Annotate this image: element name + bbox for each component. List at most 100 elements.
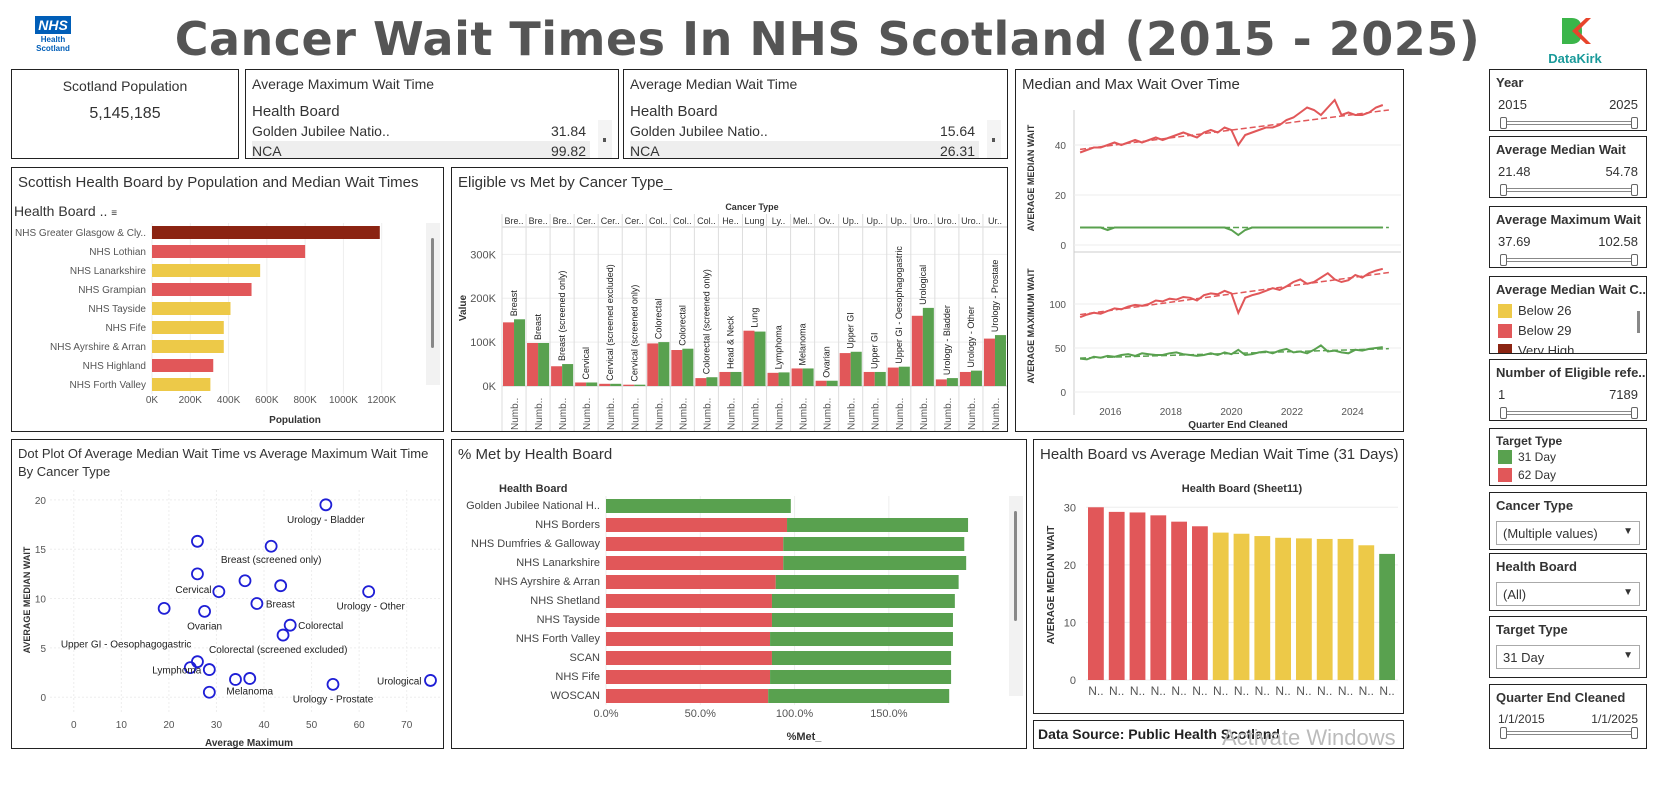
pct-met-bar-31-day xyxy=(783,556,967,570)
x-tick-label: 40 xyxy=(258,720,270,731)
population-bar xyxy=(152,378,211,391)
x-tick-label: 2020 xyxy=(1220,407,1243,418)
slider-handle-max[interactable] xyxy=(1631,727,1638,739)
bar-category-label: Golden Jubilee National H.. xyxy=(466,500,600,512)
bar-category-label: N.. xyxy=(1151,684,1166,698)
median-category-title: Average Median Wait C.. xyxy=(1496,282,1647,297)
legend-scrollbar[interactable] xyxy=(1637,311,1640,333)
y-tick-label: 30 xyxy=(1064,502,1076,514)
eligible-filter-min: 1 xyxy=(1498,387,1506,402)
target-type-dropdown[interactable]: 31 Day ▼ xyxy=(1496,645,1640,669)
pct-met-bar-62-day xyxy=(606,556,784,570)
y-tick-label: 0 xyxy=(40,693,46,704)
legend-item-below-29[interactable]: Below 29 xyxy=(1498,323,1571,338)
bar-measure-label: Numb.. xyxy=(654,398,665,430)
bar-category-label: NHS Forth Valley xyxy=(69,380,146,391)
table-cell-name: NCA xyxy=(252,143,282,159)
avg-max-filter-min: 37.69 xyxy=(1498,234,1531,249)
legend-item-very-high[interactable]: Very High xyxy=(1498,343,1574,353)
y-tick-label: 40 xyxy=(1055,141,1067,152)
legend-item-31-day[interactable]: 31 Day xyxy=(1498,450,1556,464)
scatter-point xyxy=(276,628,290,642)
nhs-scotland-logo: NHS Health Scotland xyxy=(28,16,78,53)
x-tick-label: 800K xyxy=(293,395,317,406)
table-row[interactable]: NCA 99.82 xyxy=(252,141,590,159)
population-chart-scrollbar[interactable] xyxy=(426,223,440,385)
bar-measure-label: Numb.. xyxy=(510,398,521,430)
slider-handle-max[interactable] xyxy=(1631,184,1638,196)
table-row[interactable]: Golden Jubilee Natio.. 31.84 xyxy=(252,121,590,141)
point-label: Urology - Other xyxy=(336,602,405,613)
median-max-chart-title: Median and Max Wait Over Time xyxy=(1022,76,1240,93)
datakirk-logo-icon xyxy=(1562,18,1591,44)
slider-handle-min[interactable] xyxy=(1500,727,1507,739)
dot-plot-chart: 0 10 20 30 40 50 60 70 0 5 10 15 20 Urology - Bladder… xyxy=(22,490,440,748)
column-header: Up.. xyxy=(891,216,908,226)
bar-measure-label: Numb.. xyxy=(895,398,906,430)
avg-max-slider[interactable] xyxy=(1500,254,1638,266)
point-label: Melanoma xyxy=(226,686,273,697)
table-row[interactable]: NCA 26.31 xyxy=(630,141,979,158)
scatter-point xyxy=(264,539,278,553)
hb-median-bar xyxy=(1233,533,1250,680)
avg-median-slider[interactable] xyxy=(1500,184,1638,196)
population-bar-chart: 0K 200K 400K 600K 800K 1000K 1200K NHS Greater … xyxy=(15,223,396,426)
column-header: Uro.. xyxy=(961,216,981,226)
column-header: Mel.. xyxy=(793,216,813,226)
pct-met-bar-31-day xyxy=(771,594,955,608)
population-kpi-value: 5,145,185 xyxy=(89,105,161,122)
table-scrollbar[interactable] xyxy=(598,120,612,158)
eligible-slider[interactable] xyxy=(1500,407,1638,419)
scatter-point xyxy=(243,672,257,685)
point-label: Upper GI - Oesophagogastric xyxy=(61,640,192,651)
table-row[interactable]: Golden Jubilee Natio.. 15.64 xyxy=(630,121,979,141)
pct-met-bar-62-day xyxy=(606,594,772,608)
met-bar xyxy=(610,383,622,386)
eligible-vs-met-panel: Eligible vs Met by Cancer Type_ Cancer T… xyxy=(451,167,1008,432)
y-tick-label: 50 xyxy=(1055,344,1067,355)
scatter-point xyxy=(202,685,216,699)
point-label: Breast (screened only) xyxy=(221,555,322,566)
year-filter-min: 2015 xyxy=(1498,97,1527,112)
bar-measure-label: Numb.. xyxy=(871,398,882,430)
eligible-bar xyxy=(647,343,659,386)
bar-data-label: Cervical xyxy=(581,347,591,380)
legend-item-below-26[interactable]: Below 26 xyxy=(1498,303,1571,318)
slider-handle-max[interactable] xyxy=(1631,254,1638,266)
column-header: Ur.. xyxy=(988,216,1002,226)
slider-handle-min[interactable] xyxy=(1500,184,1507,196)
legend-item-62-day[interactable]: 62 Day xyxy=(1498,468,1556,482)
hb-median-bar xyxy=(1171,521,1187,680)
legend-label: Below 29 xyxy=(1518,323,1572,338)
legend-swatch xyxy=(1498,303,1512,318)
x-tick-label: 2016 xyxy=(1099,407,1122,418)
bar-category-label: N.. xyxy=(1338,684,1353,698)
pct-met-scrollbar[interactable] xyxy=(1009,496,1023,696)
x-tick-label: 70 xyxy=(401,720,413,731)
bar-category-label: N.. xyxy=(1088,684,1103,698)
slider-handle-min[interactable] xyxy=(1500,407,1507,419)
year-slider[interactable] xyxy=(1500,117,1638,129)
quarter-slider[interactable] xyxy=(1500,727,1638,739)
cancer-type-dropdown[interactable]: (Multiple values) ▼ xyxy=(1496,521,1640,545)
table-cell-value: 15.64 xyxy=(939,123,975,139)
legend-swatch xyxy=(1498,468,1512,482)
cancer-type-filter-title: Cancer Type xyxy=(1496,498,1574,513)
slider-handle-max[interactable] xyxy=(1631,407,1638,419)
bar-category-label: NHS Forth Valley xyxy=(516,633,601,645)
table-scrollbar[interactable] xyxy=(987,120,1001,158)
bar-category-label: N.. xyxy=(1317,684,1332,698)
avg-max-filter-title: Average Maximum Wait xyxy=(1496,212,1641,227)
hb-median-bar xyxy=(1316,538,1333,680)
sort-icon[interactable]: ≡ xyxy=(111,208,118,219)
x-tick-label: 30 xyxy=(211,720,223,731)
health-board-dropdown[interactable]: (All) ▼ xyxy=(1496,582,1640,606)
slider-handle-max[interactable] xyxy=(1631,117,1638,129)
year-filter-title: Year xyxy=(1496,75,1524,90)
health-board-dropdown-value: (All) xyxy=(1503,587,1527,602)
population-chart-header[interactable]: Health Board .. ≡ xyxy=(14,203,117,219)
slider-handle-min[interactable] xyxy=(1500,117,1507,129)
slider-handle-min[interactable] xyxy=(1500,254,1507,266)
point-label: Urology - Bladder xyxy=(287,515,365,526)
bar-category-label: N.. xyxy=(1275,684,1290,698)
